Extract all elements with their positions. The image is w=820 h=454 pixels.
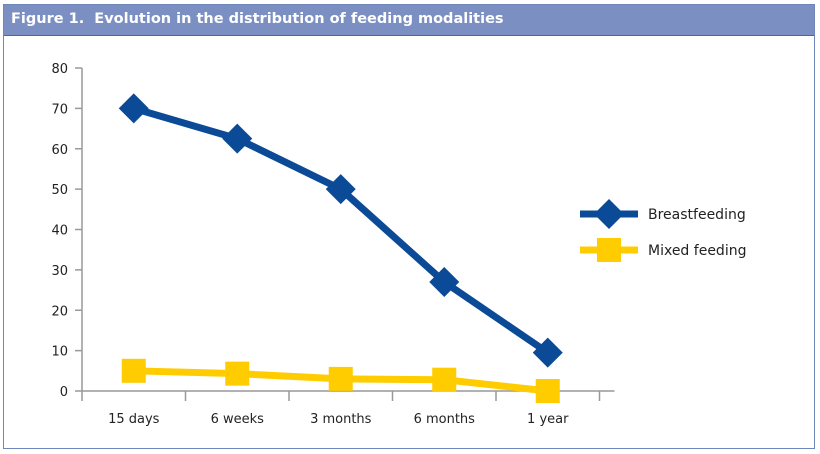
y-tick-label: 0 [60,385,68,400]
figure-frame: Figure 1. Evolution in the distribution … [3,4,815,449]
data-point-breastfeeding [118,93,149,124]
y-tick-label: 50 [51,183,68,198]
series-line-breastfeeding [132,105,550,356]
data-point-mixed-feeding [328,366,353,391]
x-tick-label: 6 weeks [211,412,265,427]
y-tick-label: 30 [51,264,68,279]
x-tick-label: 6 months [414,412,476,427]
y-tick-label: 80 [51,62,68,77]
data-point-breastfeeding [532,337,563,368]
y-tick-label: 60 [51,143,68,158]
y-tick-label: 40 [51,224,68,239]
x-tick-label: 3 months [310,412,372,427]
data-point-breastfeeding [222,123,253,154]
x-tick-label: 1 year [527,412,569,427]
figure-title: Figure 1. Evolution in the distribution … [11,11,504,27]
legend-marker [594,199,624,229]
data-point-mixed-feeding [121,358,146,383]
data-point-breastfeeding [429,266,460,297]
data-point-mixed-feeding [225,361,250,386]
legend-label: Breastfeeding [648,207,746,223]
legend-marker [597,238,621,262]
data-point-mixed-feeding [535,379,560,403]
legend-label: Mixed feeding [648,243,746,259]
data-point-breastfeeding [325,174,356,205]
figure-header: Figure 1. Evolution in the distribution … [4,5,814,36]
y-tick-label: 70 [51,102,68,117]
data-point-mixed-feeding [432,367,457,392]
x-tick-label: 15 days [108,412,160,427]
y-tick-label: 10 [51,345,68,360]
y-tick-label: 20 [51,304,68,319]
